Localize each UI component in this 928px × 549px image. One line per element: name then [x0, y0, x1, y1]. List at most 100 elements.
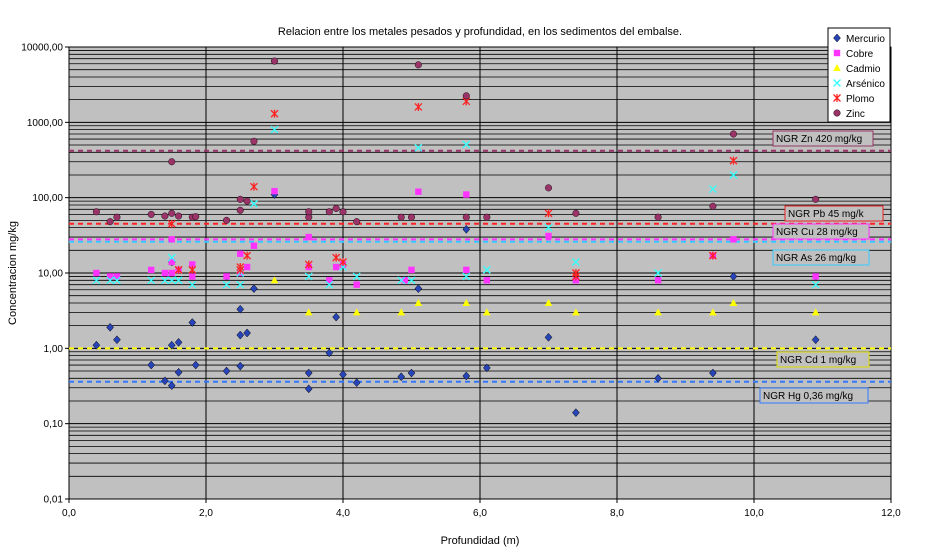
point-arsenico: [222, 280, 231, 289]
point-arsenico: [352, 272, 361, 281]
reference-label-text: NGR Cu 28 mg/kg: [776, 227, 858, 238]
point-plomo: [332, 253, 341, 262]
legend-marker-cadmio: [833, 64, 841, 71]
x-tick-label: 8,0: [610, 508, 624, 519]
series-zinc: [92, 57, 820, 226]
point-plomo: [174, 265, 183, 274]
point-arsenico: [325, 280, 334, 289]
point-zinc: [250, 137, 258, 145]
point-cobre: [305, 233, 312, 241]
point-arsenico: [106, 276, 115, 285]
point-arsenico: [407, 276, 416, 285]
point-cadmio: [654, 308, 662, 316]
point-arsenico: [729, 171, 738, 179]
legend-box: [827, 27, 891, 123]
x-tick-label: 10,0: [744, 508, 764, 519]
point-mercurio: [167, 381, 176, 390]
reference-label-box: [784, 205, 884, 222]
point-cobre: [168, 269, 175, 277]
point-mercurio: [414, 284, 423, 294]
point-mercurio: [236, 361, 245, 371]
point-mercurio: [304, 368, 313, 378]
point-mercurio: [729, 272, 738, 281]
point-arsenico: [174, 276, 183, 285]
point-arsenico: [236, 280, 245, 289]
point-mercurio: [304, 384, 313, 394]
point-plomo: [544, 209, 553, 218]
series-plomo: [167, 97, 738, 281]
point-cadmio: [572, 308, 580, 316]
point-cobre: [463, 266, 470, 274]
point-cobre: [237, 250, 244, 257]
point-cobre: [463, 191, 470, 198]
point-zinc: [332, 204, 340, 212]
point-arsenico: [708, 185, 717, 194]
legend-label-cadmio: Cadmio: [846, 64, 881, 75]
point-mercurio: [236, 304, 245, 314]
point-cobre: [332, 263, 340, 271]
point-cobre: [243, 263, 251, 271]
point-zinc: [113, 213, 121, 221]
point-arsenico: [482, 265, 491, 274]
point-zinc: [236, 206, 244, 214]
point-plomo: [729, 156, 738, 165]
point-mercurio: [92, 340, 101, 350]
point-zinc: [408, 213, 416, 221]
point-cobre: [654, 277, 662, 284]
point-cobre: [148, 266, 155, 274]
reference-label: NGR As 26 mg/kg: [772, 249, 870, 266]
point-cadmio: [304, 308, 313, 316]
x-tick-label: 4,0: [336, 508, 350, 519]
legend-label-zinc: Zinc: [846, 109, 865, 120]
point-mercurio: [462, 371, 471, 381]
point-plomo: [249, 182, 258, 191]
point-cobre: [271, 187, 278, 195]
reference-lines: [69, 149, 891, 383]
point-mercurio: [462, 224, 471, 234]
reference-label: NGR Cu 28 mg/kg: [772, 223, 870, 240]
point-arsenico: [249, 199, 258, 208]
point-mercurio: [339, 370, 347, 379]
point-mercurio: [174, 367, 183, 377]
legend-marker-arsenico: [833, 79, 841, 87]
point-cadmio: [709, 308, 717, 316]
point-plomo: [339, 257, 347, 266]
reference-label: NGR Pb 45 mg/k: [784, 205, 884, 222]
series-arsenico: [92, 125, 820, 289]
point-cobre: [93, 269, 100, 277]
point-zinc: [147, 210, 155, 218]
point-plomo: [304, 260, 313, 269]
point-mercurio: [222, 366, 231, 376]
point-zinc: [397, 213, 405, 221]
point-cobre: [401, 277, 408, 284]
series-cadmio: [270, 276, 820, 316]
point-arsenico: [167, 276, 176, 285]
reference-label-text: NGR As 26 mg/kg: [776, 253, 856, 264]
point-cobre: [168, 258, 175, 266]
point-cobre: [812, 273, 819, 280]
point-cobre: [113, 273, 121, 280]
reference-label-text: NGR Zn 420 mg/kg: [776, 134, 862, 145]
legend-label-arsenico: Arsénico: [846, 79, 885, 90]
point-mercurio: [709, 368, 717, 378]
point-plomo: [571, 272, 580, 281]
point-plomo: [188, 265, 197, 274]
point-zinc: [271, 57, 279, 65]
point-zinc: [572, 209, 580, 217]
point-cobre: [545, 232, 552, 240]
point-zinc: [812, 195, 820, 203]
point-arsenico: [160, 276, 169, 285]
point-zinc: [168, 158, 176, 166]
y-tick-label: 0,01: [44, 495, 64, 506]
point-cadmio: [462, 298, 471, 306]
point-cobre: [415, 188, 422, 195]
reference-label-text: NGR Hg 0,36 mg/kg: [763, 391, 853, 402]
point-cadmio: [352, 308, 361, 316]
point-zinc: [483, 213, 491, 221]
point-zinc: [192, 213, 200, 221]
point-arsenico: [414, 143, 423, 152]
point-mercurio: [147, 360, 156, 370]
reference-label: NGR Hg 0,36 mg/kg: [759, 387, 869, 404]
point-zinc: [175, 212, 183, 220]
